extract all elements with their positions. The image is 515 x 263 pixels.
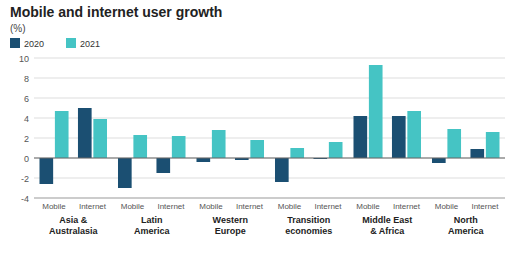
bar — [486, 132, 500, 158]
bar — [290, 148, 304, 158]
x-tick-label: Mobile — [42, 202, 66, 211]
legend-label: 2020 — [24, 39, 44, 49]
x-tick-label: Internet — [79, 202, 107, 211]
group-label: Transitioneconomies — [285, 215, 332, 236]
text-line: Transition — [287, 215, 330, 225]
y-tick-label: -4 — [21, 194, 29, 204]
text-line: Middle East — [362, 215, 412, 225]
y-tick-label: 10 — [19, 54, 29, 64]
bar — [212, 130, 226, 158]
text-line: Australasia — [49, 226, 99, 236]
bars — [39, 65, 499, 188]
bar — [55, 111, 69, 158]
bar — [250, 140, 264, 158]
subtitle: (%) — [10, 23, 26, 34]
bar — [196, 158, 210, 162]
bar — [470, 149, 484, 158]
x-tick-label: Internet — [393, 202, 421, 211]
chart-container: Mobile and internet user growth (%) -4 -2 0 2… — [0, 0, 515, 263]
text-line: Asia & — [59, 215, 88, 225]
bar — [156, 158, 170, 173]
bar — [369, 65, 383, 158]
grid-line — [34, 58, 505, 59]
group-label: Middle East& Africa — [362, 215, 412, 236]
bar — [353, 116, 367, 158]
grid-line — [34, 178, 505, 179]
legend-swatch — [10, 38, 20, 48]
x-tick-label: Internet — [471, 202, 499, 211]
y-tick-label: 6 — [24, 94, 29, 104]
x-tick-label: Mobile — [199, 202, 223, 211]
bar — [118, 158, 132, 188]
text-line: Latin — [141, 215, 163, 225]
y-tick-label: 2 — [24, 134, 29, 144]
grid-line — [34, 118, 505, 119]
grid-line — [34, 98, 505, 99]
text-line: North — [454, 215, 478, 225]
bar — [39, 158, 53, 184]
text-line: Europe — [215, 226, 246, 236]
group-label: NorthAmerica — [448, 215, 485, 236]
bar — [407, 111, 421, 158]
x-axis-line — [34, 198, 505, 199]
bar — [432, 158, 446, 163]
y-tick-label: 8 — [24, 74, 29, 84]
x-tick-label: Mobile — [356, 202, 380, 211]
bar — [172, 136, 186, 158]
grid-line — [34, 78, 505, 79]
grid-line — [34, 198, 505, 199]
grid-line — [34, 158, 505, 159]
page: {"chart_data": { "type": "bar", "title":… — [0, 0, 515, 263]
legend-swatch — [66, 38, 76, 48]
bar — [275, 158, 289, 182]
x-tick-label: Internet — [314, 202, 342, 211]
bar — [78, 108, 92, 158]
bar — [392, 116, 406, 158]
y-grid — [34, 58, 505, 198]
text-line: America — [448, 226, 485, 236]
text-line: & Africa — [370, 226, 405, 236]
bar — [329, 142, 343, 158]
bar — [93, 119, 107, 158]
legend: 2020 2021 — [10, 38, 100, 49]
text-line: economies — [285, 226, 332, 236]
x-tick-label: Mobile — [121, 202, 145, 211]
text-line: Western — [213, 215, 248, 225]
group-label: LatinAmerica — [134, 215, 171, 236]
group-label: WesternEurope — [213, 215, 248, 236]
bar — [133, 135, 147, 158]
x-tick-label: Internet — [236, 202, 264, 211]
y-tick-label: -2 — [21, 174, 29, 184]
y-tick-label: 4 — [24, 114, 29, 124]
bar — [447, 129, 461, 158]
x-tick-label: Mobile — [435, 202, 459, 211]
chart-svg: Mobile and internet user growth (%) -4 -2 0 2… — [0, 0, 515, 263]
x-tick-label: Internet — [157, 202, 185, 211]
x-tick-label: Mobile — [278, 202, 302, 211]
text-line: America — [134, 226, 171, 236]
y-tick-label: 0 — [24, 154, 29, 164]
zero-line — [34, 158, 505, 159]
legend-label: 2021 — [80, 39, 100, 49]
group-label: Asia &Australasia — [49, 215, 99, 236]
title: Mobile and internet user growth — [10, 4, 222, 20]
